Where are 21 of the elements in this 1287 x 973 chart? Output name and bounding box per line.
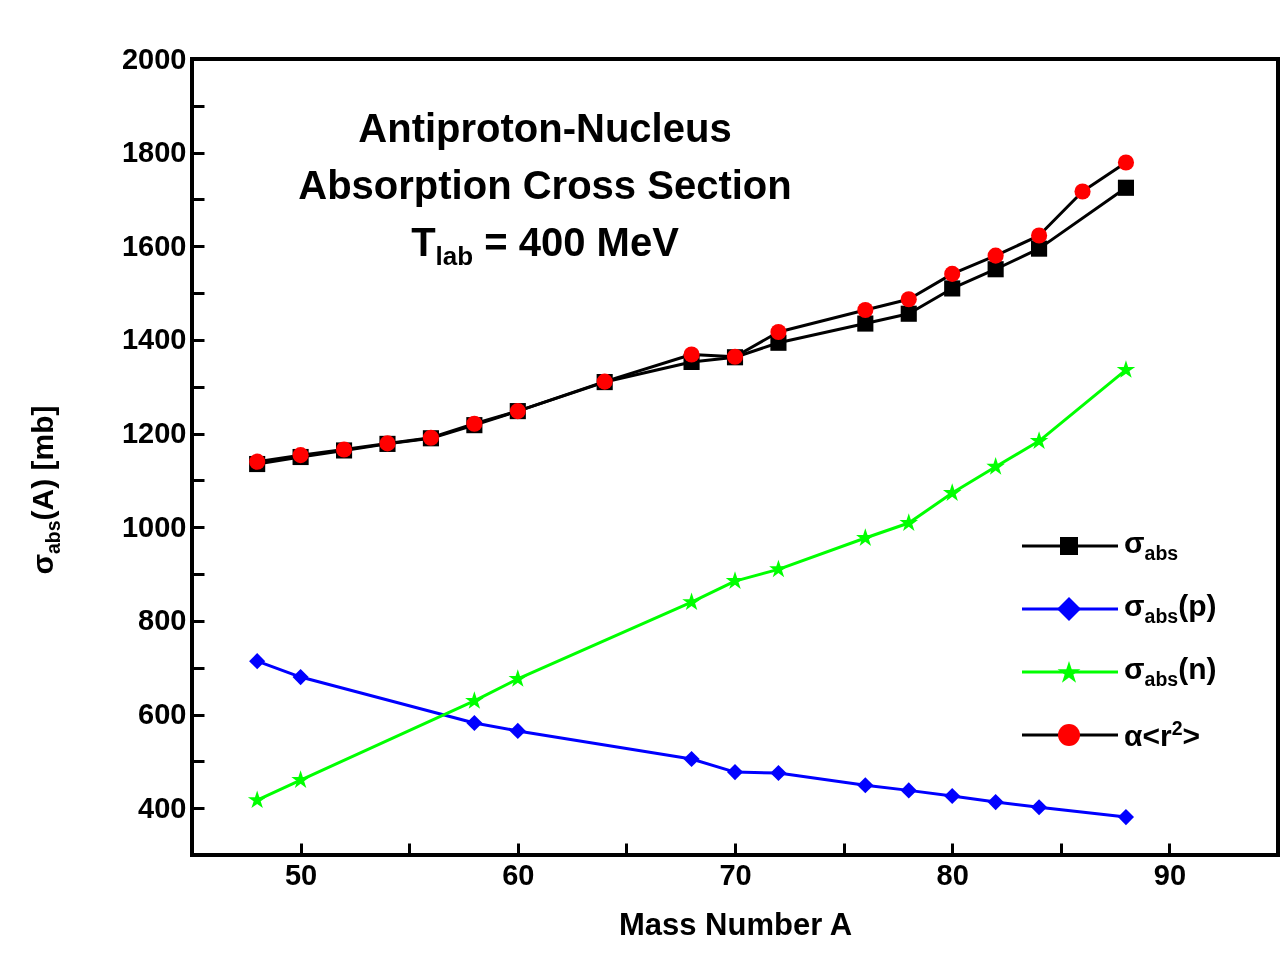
y-tick-label: 1600 — [121, 229, 187, 262]
text: Antiproton-Nucleus Absorption Cross Section — [297, 105, 793, 209]
legend-label: α<r$^{2}$> — [1124, 716, 1201, 753]
x-tick-label: 60 — [502, 858, 535, 891]
legend-label: σ$_{abs}$ — [1124, 526, 1179, 565]
y-tick-label: 1400 — [121, 323, 187, 356]
y-tick-label: 1000 — [121, 510, 187, 543]
y-tick-label: 400 — [138, 791, 187, 824]
x-tick-label: 50 — [284, 858, 318, 891]
legend-label: σ$_{abs}$(n) — [1124, 652, 1217, 691]
y-tick-label: 800 — [138, 604, 187, 637]
x-axis-title: Mass Number A — [618, 906, 853, 942]
y-tick-label: 600 — [138, 698, 187, 731]
legend-label: σ$_{abs}$(p) — [1124, 589, 1217, 628]
x-tick-label: 80 — [936, 858, 969, 891]
text: T$_{lab}$ = 400 MeV — [410, 219, 680, 273]
y-tick-label: 1800 — [121, 136, 187, 169]
x-tick-label: 70 — [719, 858, 752, 891]
y-tick-label: 2000 — [121, 42, 187, 75]
x-tick-label: 90 — [1153, 858, 1187, 891]
y-tick-label: 1200 — [121, 417, 187, 450]
